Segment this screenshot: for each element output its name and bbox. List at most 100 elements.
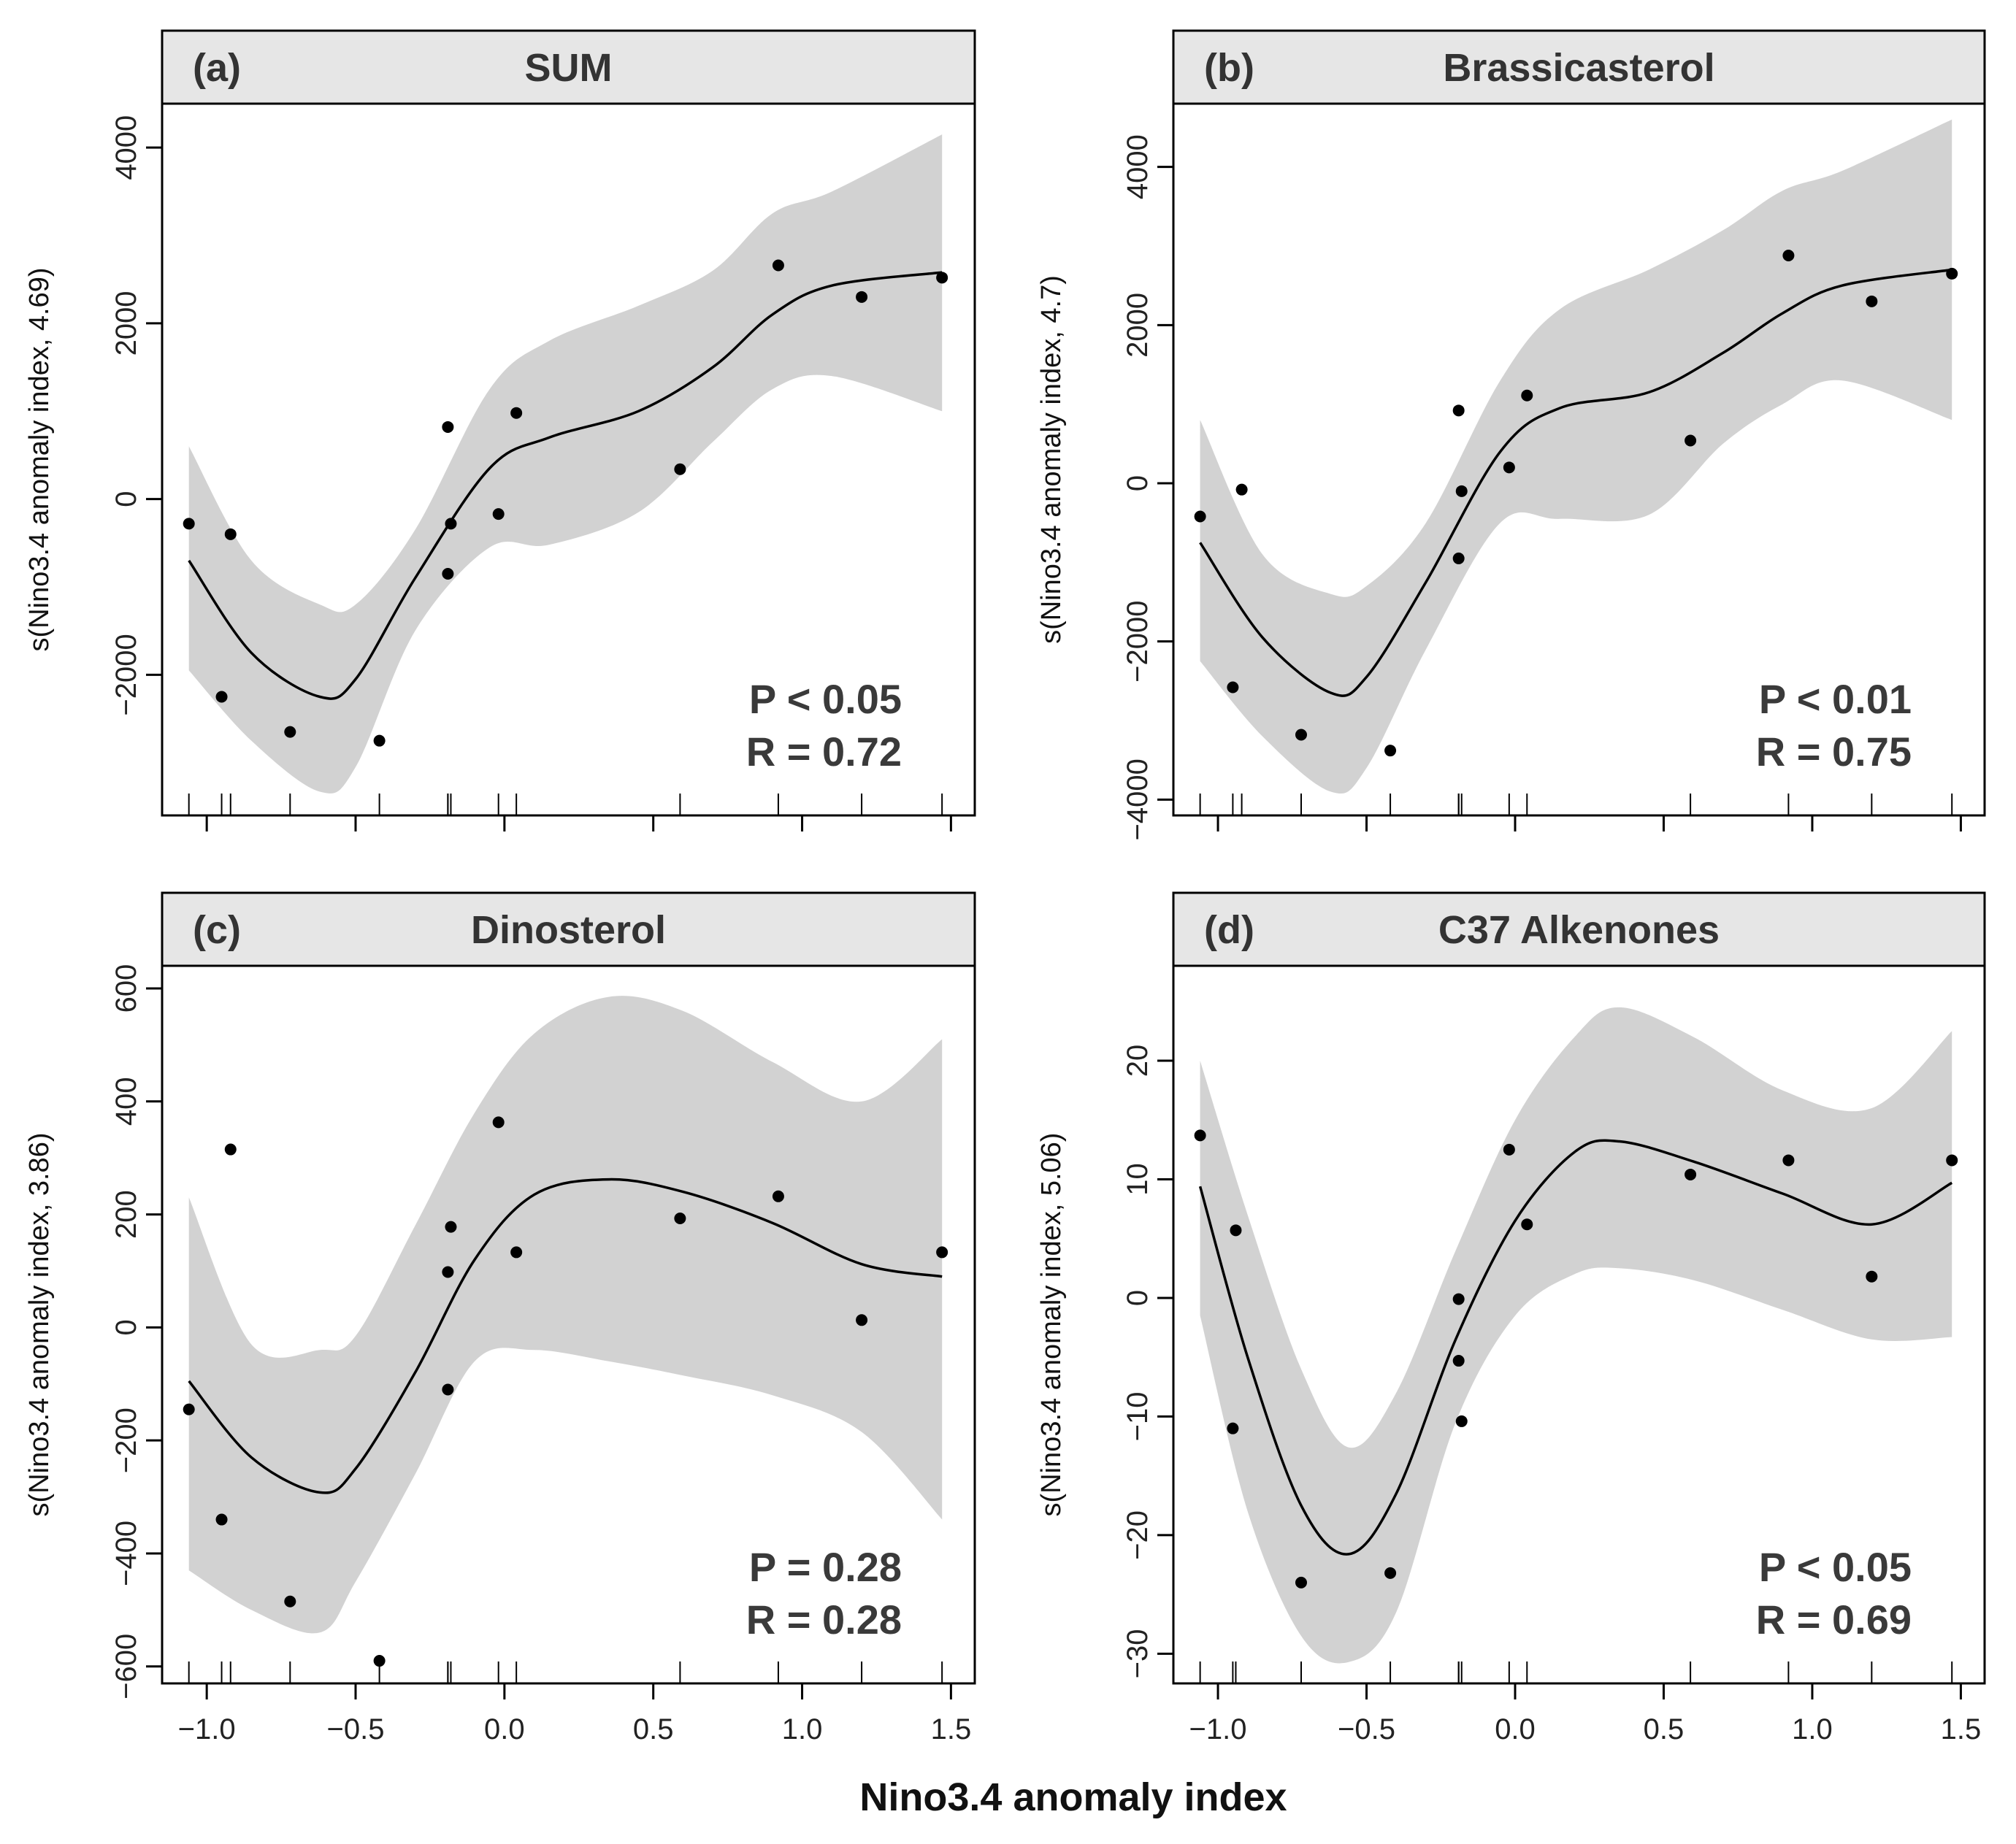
x-tick-label: 0.0: [484, 1713, 525, 1745]
data-point: [373, 1655, 386, 1667]
data-point: [1503, 1143, 1515, 1156]
panel-c: (c) Dinosterol −1.0 −0.5 0.0 0.5 1.0 1.5 −600 −40…: [24, 891, 976, 1745]
y-tick-label: 0: [1122, 1290, 1154, 1306]
panel-title: Brassicasterol: [1443, 46, 1714, 90]
smooth-fit-line: [188, 271, 943, 700]
smooth-fit-line: [1198, 1139, 1953, 1556]
plot-frame: [161, 102, 976, 817]
data-point: [1452, 552, 1465, 564]
data-point: [1227, 1422, 1239, 1434]
data-point: [215, 1513, 228, 1526]
panel-title: C37 Alkenones: [1438, 908, 1720, 952]
data-point: [772, 259, 784, 272]
r-value-text: R = 0.75: [1756, 729, 1912, 775]
data-point: [284, 726, 296, 738]
panel-label: (d): [1204, 908, 1254, 952]
smooth-fit-line: [1199, 268, 1952, 697]
data-point: [445, 1221, 457, 1233]
data-point: [1866, 295, 1878, 307]
data-point: [1194, 510, 1206, 523]
y-tick-label: 0: [1122, 475, 1154, 491]
data-point: [1946, 1154, 1958, 1167]
data-point: [510, 1246, 523, 1259]
y-axis-label: s(Nino3.4 anomaly index, 4.7): [1036, 275, 1067, 644]
data-point: [674, 463, 686, 475]
data-point: [936, 1246, 948, 1259]
y-tick-label: 4000: [110, 115, 142, 180]
data-point: [183, 518, 195, 530]
panel-label: (a): [193, 46, 241, 90]
y-tick-label: 2000: [1122, 293, 1154, 358]
y-tick-label: 200: [110, 1190, 142, 1239]
strip-header: [161, 29, 976, 105]
data-point: [1782, 250, 1795, 261]
r-value-text: R = 0.28: [746, 1597, 902, 1643]
x-tick-label: 1.0: [1792, 1713, 1833, 1745]
x-tick-label: 1.5: [1941, 1713, 1982, 1745]
confidence-band: [188, 996, 943, 1634]
panel-b: (b) Brassicasterol −4000 −2000 0 2000 4000 s(Ni…: [1036, 29, 1986, 841]
y-tick-label: 600: [110, 964, 142, 1013]
data-point: [674, 1212, 686, 1224]
data-point: [1194, 1129, 1206, 1142]
plot-frame: [161, 964, 976, 1685]
y-tick-label: −200: [110, 1407, 142, 1473]
panel-label: (c): [193, 908, 241, 952]
y-tick-label: 10: [1122, 1163, 1154, 1196]
data-point: [224, 1143, 237, 1156]
r-value-text: R = 0.69: [1756, 1597, 1912, 1643]
y-tick-label: 2000: [110, 291, 142, 356]
data-point: [510, 407, 523, 419]
data-point: [224, 528, 237, 540]
data-point: [772, 1190, 784, 1202]
data-point: [1452, 1355, 1465, 1367]
plot-frame: [1172, 964, 1986, 1685]
data-point: [1685, 1168, 1697, 1180]
y-tick-label: −4000: [1122, 758, 1154, 840]
data-point: [936, 272, 948, 284]
data-point: [373, 734, 386, 747]
y-axis-label: s(Nino3.4 anomaly index, 3.86): [24, 1133, 55, 1517]
strip-header: [1172, 29, 1986, 105]
p-value-text: P < 0.05: [1759, 1544, 1912, 1590]
data-point: [445, 518, 457, 530]
data-point: [856, 291, 868, 303]
data-point: [1452, 404, 1465, 417]
strip-header: [1172, 891, 1986, 967]
x-tick-label: −0.5: [327, 1713, 385, 1745]
data-point: [1782, 1154, 1795, 1167]
panel-title: SUM: [525, 46, 613, 90]
data-point: [1227, 681, 1239, 694]
panel-d: (d) C37 Alkenones −1.0 −0.5 0.0 0.5 1.0 1.5 −30 −…: [1036, 891, 1986, 1745]
confidence-band: [1200, 1007, 1952, 1664]
data-point: [1866, 1270, 1878, 1283]
data-point: [442, 567, 454, 580]
data-point: [1295, 1576, 1307, 1588]
y-tick-label: 0: [110, 1319, 142, 1335]
y-tick-label: −2000: [110, 634, 142, 715]
y-axis-label: s(Nino3.4 anomaly index, 4.69): [24, 268, 55, 652]
data-point: [856, 1314, 868, 1326]
data-point: [1452, 1293, 1465, 1305]
data-point: [1521, 1218, 1533, 1231]
data-point: [215, 691, 228, 703]
y-tick-label: −600: [110, 1634, 142, 1699]
data-point: [1384, 745, 1397, 757]
data-point: [1384, 1567, 1397, 1579]
plot-frame: [1172, 102, 1986, 817]
y-tick-label: 4000: [1122, 134, 1154, 199]
y-tick-label: −20: [1122, 1510, 1154, 1560]
data-point: [492, 508, 505, 520]
confidence-band: [1200, 119, 1952, 794]
y-axis-label: s(Nino3.4 anomaly index, 5.06): [1036, 1133, 1067, 1517]
data-point: [1235, 483, 1248, 496]
y-tick-label: −30: [1122, 1629, 1154, 1678]
data-point: [1295, 729, 1307, 741]
p-value-text: P = 0.28: [749, 1544, 902, 1590]
panel-a: (a) SUM −2000 0 2000 4000 s(Nino3.4 anomaly in…: [24, 29, 976, 831]
r-value-text: R = 0.72: [746, 729, 902, 775]
x-tick-label: −1.0: [1189, 1713, 1247, 1745]
data-point: [492, 1116, 505, 1129]
y-tick-label: −400: [110, 1521, 142, 1586]
x-axis-label: Nino3.4 anomaly index: [859, 1775, 1287, 1819]
